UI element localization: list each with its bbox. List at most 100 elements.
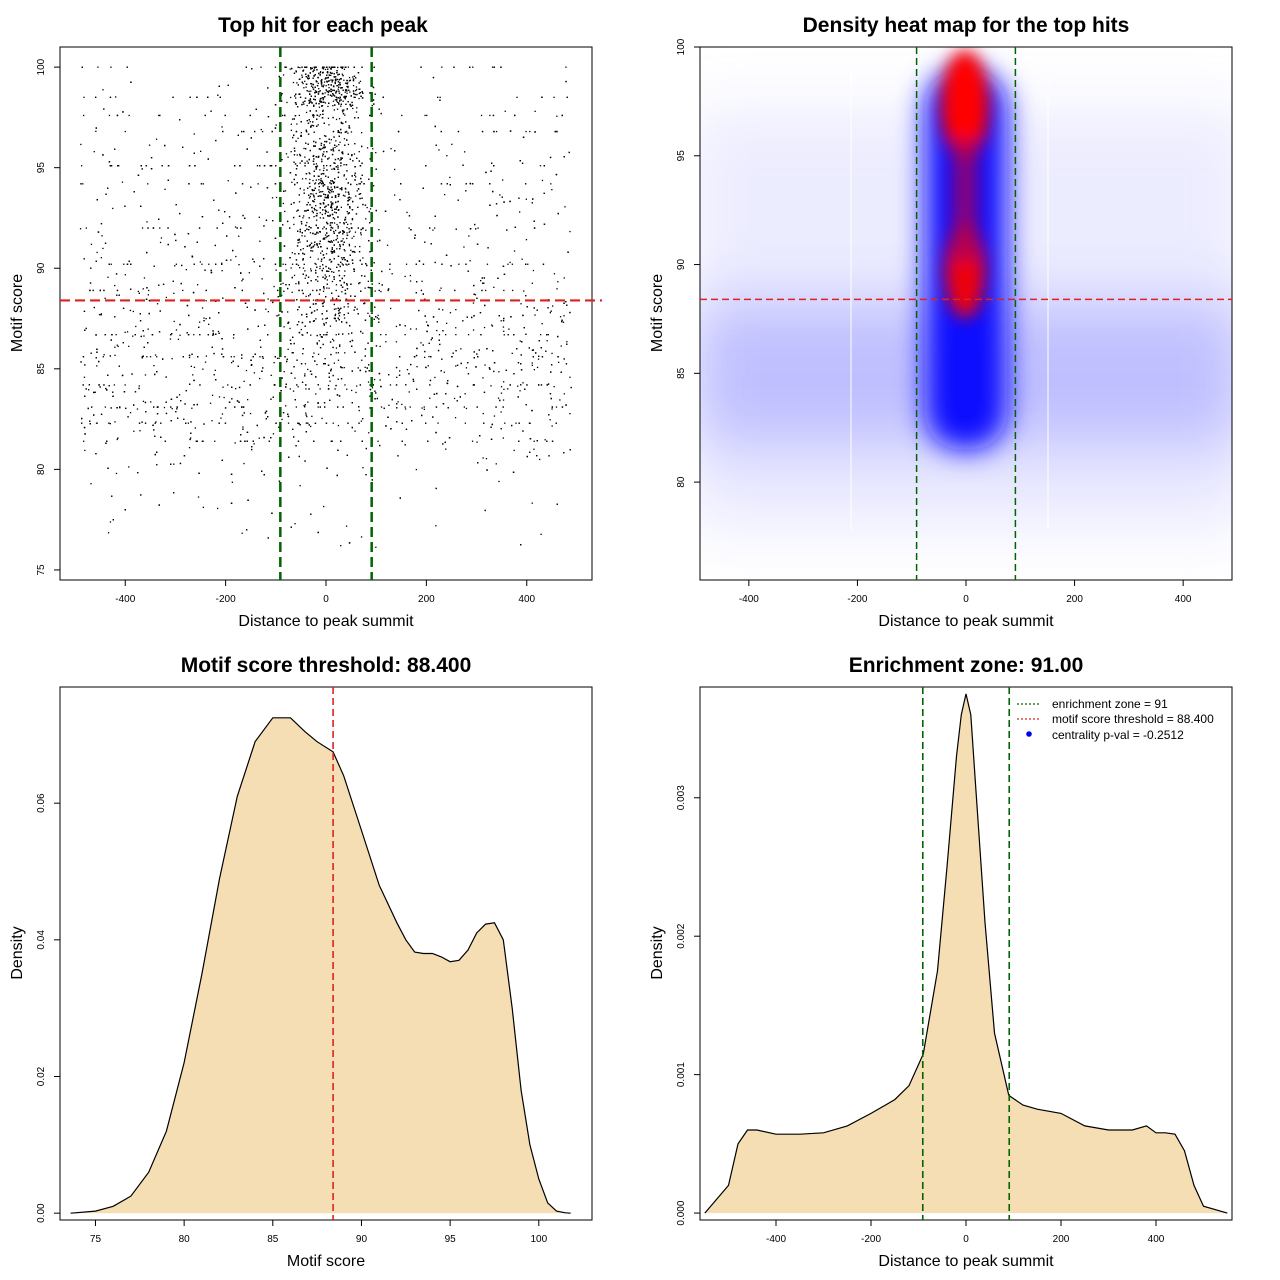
panel-scatter: Top hit for each peak -400 -200 0 200 400758… <box>9 14 602 630</box>
scatter-point <box>173 492 175 494</box>
scatter-point <box>79 228 82 230</box>
scatter-point <box>299 187 301 190</box>
scatter-point <box>336 237 339 239</box>
scatter-point <box>330 180 332 182</box>
scatter-point <box>336 98 338 100</box>
scatter-point <box>221 413 224 415</box>
scatter-point <box>335 347 338 349</box>
scatter-point <box>298 455 300 458</box>
scatter-point <box>507 388 509 390</box>
scatter-point <box>282 224 284 226</box>
scatter-point <box>404 275 406 278</box>
scatter-point <box>356 107 358 109</box>
scatter-point <box>199 384 201 386</box>
scatter-point <box>221 270 223 272</box>
scatter-point <box>354 117 356 119</box>
scatter-point <box>348 196 350 198</box>
scatter-point <box>348 127 351 129</box>
scatter-point <box>302 101 304 103</box>
scatter-point <box>159 241 162 244</box>
scatter-point <box>525 239 528 241</box>
scatter-point <box>312 189 314 192</box>
scatter-point <box>190 365 192 367</box>
scatter-point <box>438 308 440 310</box>
scatter-point <box>352 160 354 162</box>
scatter-point <box>329 90 331 92</box>
scatter-point <box>146 356 148 358</box>
scatter-point <box>270 165 273 167</box>
scatter-point <box>327 76 329 79</box>
scatter-point <box>294 95 296 97</box>
scatter-point <box>316 243 318 245</box>
scatter-point <box>191 256 194 258</box>
scatter-point <box>147 328 149 330</box>
scatter-point <box>323 84 325 86</box>
scatter-point <box>233 356 235 358</box>
scatter-point <box>233 334 235 336</box>
scatter-point <box>290 203 292 205</box>
scatter-point <box>287 322 289 324</box>
scatter-point <box>341 73 343 75</box>
scatter-point <box>360 536 363 538</box>
scatter-point <box>316 69 318 71</box>
scatter-point <box>298 253 300 255</box>
scatter-point <box>165 296 167 299</box>
scatter-point <box>81 66 83 68</box>
scatter-point <box>305 274 307 277</box>
scatter-point <box>312 88 315 90</box>
scatter-point <box>559 399 561 401</box>
scatter-point <box>328 270 330 272</box>
scatter-point <box>114 421 116 423</box>
scatter-point <box>437 349 440 352</box>
scatter-point <box>312 289 314 292</box>
scatter-point <box>320 100 322 103</box>
scatter-point <box>222 130 224 133</box>
scatter-point <box>199 334 201 336</box>
scatter-point <box>404 444 406 446</box>
scatter-point <box>310 67 312 69</box>
scatter-point <box>343 174 345 176</box>
scatter-point <box>337 88 339 90</box>
scatter-point <box>347 203 349 206</box>
scatter-point <box>286 101 288 104</box>
scatter-point <box>331 241 333 243</box>
scatter-point <box>430 356 432 358</box>
scatter-point <box>259 240 261 242</box>
scatter-point <box>418 260 421 262</box>
scatter-point <box>314 90 316 92</box>
scatter-point <box>315 376 317 378</box>
scatter-point <box>316 85 319 87</box>
scatter-point <box>318 106 321 108</box>
scatter-point <box>379 345 381 348</box>
scatter-point <box>308 77 310 79</box>
scatter-point <box>323 203 325 205</box>
scatter-point <box>182 146 184 148</box>
scatter-point <box>100 413 103 415</box>
scatter-point <box>108 114 111 117</box>
scatter-point <box>354 306 356 308</box>
scatter-point <box>352 90 355 92</box>
scatter-point <box>220 417 222 419</box>
scatter-point <box>340 78 342 80</box>
scatter-point <box>319 231 321 233</box>
scatter-point <box>315 163 318 165</box>
scatter-point <box>193 263 195 265</box>
scatter-point <box>341 109 344 111</box>
scatter-point <box>324 146 326 148</box>
scatter-point <box>319 99 321 101</box>
scatter-point <box>482 282 484 284</box>
scatter-point <box>396 407 398 409</box>
scatter-point <box>333 250 335 252</box>
scatter-point <box>381 284 383 286</box>
scatter-point <box>369 384 371 386</box>
scatter-point <box>103 289 105 292</box>
scatter-point <box>263 436 265 439</box>
scatter-point <box>293 223 295 226</box>
scatter-point <box>338 90 340 92</box>
scatter-point <box>485 171 487 174</box>
scatter-point <box>563 302 565 304</box>
scatter-point <box>375 392 377 394</box>
scatter-point <box>282 263 284 265</box>
scatter-point <box>360 290 362 292</box>
scatter-point <box>85 227 87 229</box>
